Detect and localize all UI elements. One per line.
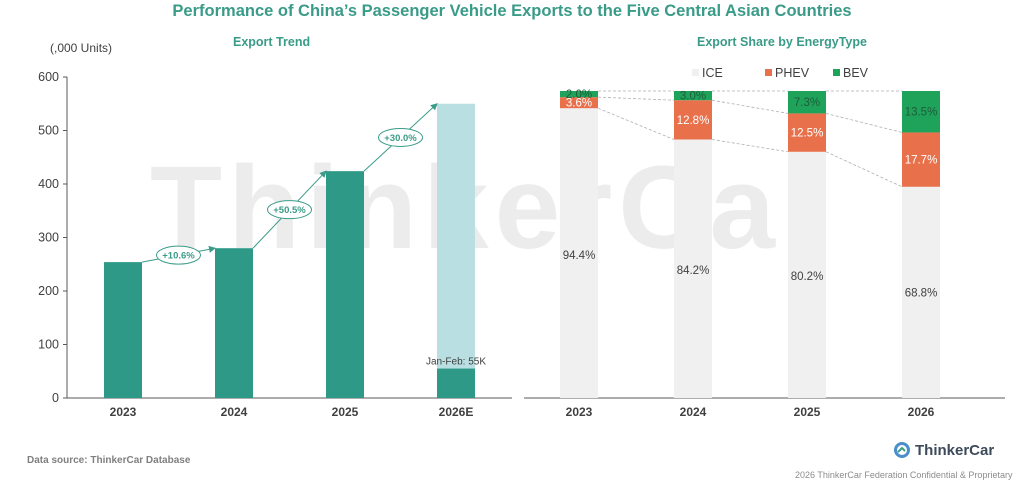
bar-partial-2026E	[437, 368, 475, 398]
right-chart-subtitle: Export Share by EnergyType	[697, 35, 867, 49]
legend-label-bev: BEV	[843, 66, 869, 80]
x-tick-label: 2024	[221, 405, 248, 419]
growth-bubble	[378, 127, 423, 147]
segment-label-phev: 3.6%	[566, 98, 592, 110]
y-tick-label: 200	[38, 284, 59, 298]
growth-bubble	[267, 200, 312, 220]
y-tick-label: 300	[38, 231, 59, 245]
segment-label-phev: 17.7%	[905, 155, 938, 167]
segment-label-phev: 12.8%	[677, 115, 710, 127]
bar-2025	[326, 171, 364, 398]
watermark: ThinkerCar	[150, 142, 833, 274]
y-tick-label: 0	[52, 391, 59, 405]
segment-ice-2024	[674, 139, 712, 399]
legend-swatch-ice	[692, 69, 699, 76]
segment-ice-2023	[560, 108, 598, 398]
partial-label: Jan-Feb: 55K	[426, 357, 486, 368]
segment-label-ice: 94.4%	[563, 250, 596, 262]
confidential-notice: 2026 ThinkerCar Federation Confidential …	[795, 470, 1013, 480]
y-tick-label: 500	[38, 124, 59, 138]
brand-logo-icon	[894, 442, 910, 458]
bar-2026E	[437, 103, 475, 398]
segment-label-bev: 7.3%	[794, 97, 820, 109]
data-source: Data source: ThinkerCar Database	[27, 455, 191, 466]
left-chart-subtitle: Export Trend	[233, 35, 311, 49]
connector-line-phev	[825, 113, 903, 133]
growth-label: +10.6%	[162, 251, 195, 262]
connector-line-ice	[597, 107, 675, 140]
y-tick-label: 600	[38, 70, 59, 84]
brand-name: ThinkerCar	[915, 441, 995, 459]
segment-label-phev: 12.5%	[791, 128, 824, 140]
x-tick-label-right: 2024	[680, 405, 707, 419]
segment-bev-2024	[674, 91, 712, 101]
segment-ice-2025	[788, 151, 826, 398]
x-tick-label-right: 2025	[794, 405, 821, 419]
x-tick-label: 2026E	[439, 405, 474, 419]
legend-label-phev: PHEV	[775, 66, 810, 80]
x-tick-label-right: 2023	[566, 405, 593, 419]
legend-swatch-bev	[833, 69, 840, 76]
segment-label-ice: 84.2%	[677, 265, 710, 277]
x-tick-label: 2023	[110, 405, 137, 419]
segment-phev-2023	[560, 97, 598, 109]
connector-line-phev	[711, 99, 789, 114]
segment-bev-2026	[902, 91, 940, 133]
segment-phev-2026	[902, 132, 940, 187]
y-axis-label: (,000 Units)	[50, 41, 113, 55]
segment-label-bev: 3.0%	[680, 91, 706, 103]
y-tick-label: 100	[38, 338, 59, 352]
segment-phev-2024	[674, 100, 712, 140]
connector-line-ice	[825, 151, 903, 188]
segment-bev-2023	[560, 91, 598, 98]
legend-swatch-phev	[765, 69, 772, 76]
growth-label: +30.0%	[384, 133, 417, 144]
legend-label-ice: ICE	[702, 66, 723, 80]
bar-2023	[104, 262, 142, 398]
bar-2024	[215, 248, 253, 398]
segment-ice-2026	[902, 186, 940, 398]
chart-title: Performance of China’s Passenger Vehicle…	[172, 2, 852, 20]
x-tick-label-right: 2026	[908, 405, 935, 419]
x-tick-label: 2025	[332, 405, 359, 419]
segment-bev-2025	[788, 91, 826, 114]
growth-bubble	[156, 245, 201, 265]
segment-label-bev: 2.0%	[566, 89, 592, 101]
connector-line-ice	[711, 139, 789, 153]
segment-label-bev: 13.5%	[905, 107, 938, 119]
segment-phev-2025	[788, 113, 826, 152]
brand-logo: ThinkerCar	[893, 441, 994, 459]
segment-label-ice: 68.8%	[905, 288, 938, 300]
segment-label-ice: 80.2%	[791, 271, 824, 283]
growth-label: +50.5%	[273, 205, 306, 216]
y-tick-label: 400	[38, 177, 59, 191]
connector-line-phev	[597, 96, 675, 101]
